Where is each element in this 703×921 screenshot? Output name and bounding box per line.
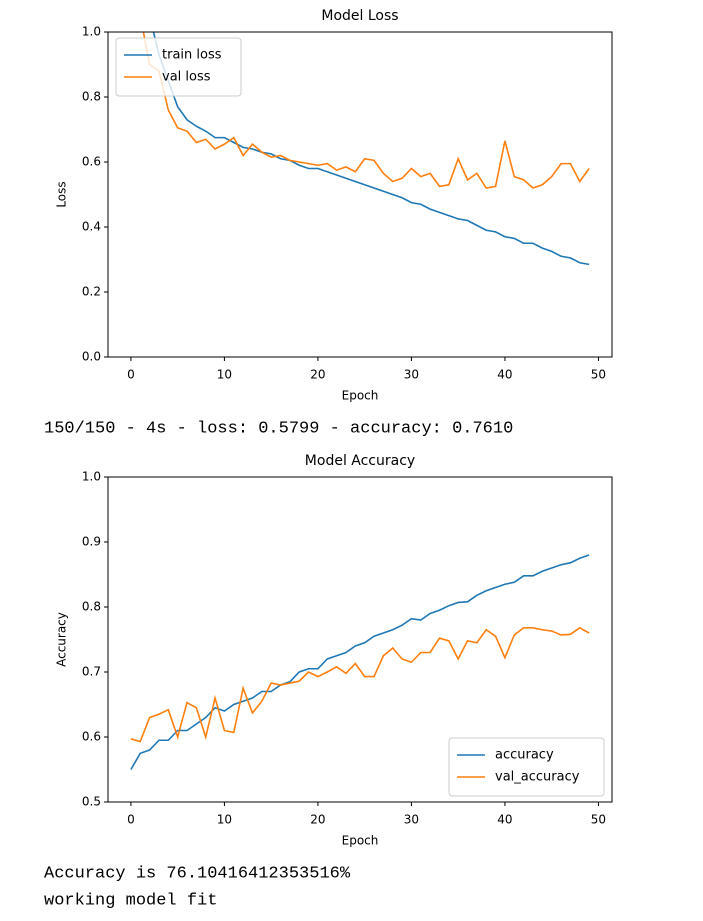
chart-title: Model Accuracy (305, 453, 415, 469)
y-tick-label: 0.2 (82, 285, 101, 299)
x-tick-label: 0 (127, 813, 135, 827)
x-tick-label: 20 (310, 368, 325, 382)
legend-box (448, 737, 605, 797)
x-axis-label: Epoch (342, 834, 379, 848)
x-tick-label: 30 (404, 368, 419, 382)
chart-title: Model Loss (321, 8, 398, 24)
legend-label: val loss (162, 70, 211, 85)
series-line (152, 32, 590, 266)
x-tick-label: 10 (217, 368, 232, 382)
x-tick-label: 40 (497, 813, 512, 827)
legend-label: accuracy (495, 748, 554, 763)
x-tick-label: 30 (404, 813, 419, 827)
series-line (142, 32, 590, 189)
x-tick-label: 40 (497, 368, 512, 382)
legend-label: val_accuracy (495, 770, 580, 785)
x-tick-label: 20 (310, 813, 325, 827)
y-tick-label: 0.5 (82, 795, 101, 809)
legend-label: train loss (162, 48, 222, 63)
log-line: 150/150 - 4s - loss: 0.5799 - accuracy: … (44, 419, 513, 438)
y-tick-label: 0.6 (82, 730, 101, 744)
y-axis-label: Accuracy (55, 612, 69, 667)
axes-frame (107, 31, 613, 358)
output-line: Accuracy is 76.10416412353516% (44, 864, 351, 883)
axes-frame (107, 476, 613, 803)
x-axis-label: Epoch (342, 389, 379, 403)
y-tick-label: 0.8 (82, 600, 101, 614)
y-tick-label: 0.0 (82, 350, 101, 364)
legend: train loss val loss (115, 37, 242, 97)
y-tick-label: 0.9 (82, 535, 101, 549)
output-line: working model fit (44, 891, 217, 910)
x-tick-label: 10 (217, 813, 232, 827)
x-tick-label: 50 (591, 813, 606, 827)
y-tick-label: 0.4 (82, 220, 101, 234)
y-tick-label: 0.8 (82, 90, 101, 104)
y-tick-label: 0.7 (82, 665, 101, 679)
x-tick-label: 0 (127, 368, 135, 382)
plot-lines (142, 32, 590, 266)
y-tick-label: 1.0 (82, 25, 101, 39)
series-line (130, 626, 590, 743)
y-tick-label: 0.6 (82, 155, 101, 169)
legend: accuracy val_accuracy (448, 737, 605, 797)
y-axis-label: Loss (55, 181, 69, 207)
series-line (130, 554, 590, 770)
legend-box (115, 37, 242, 97)
x-tick-label: 50 (591, 368, 606, 382)
y-tick-label: 1.0 (82, 470, 101, 484)
plot-lines (130, 554, 590, 770)
